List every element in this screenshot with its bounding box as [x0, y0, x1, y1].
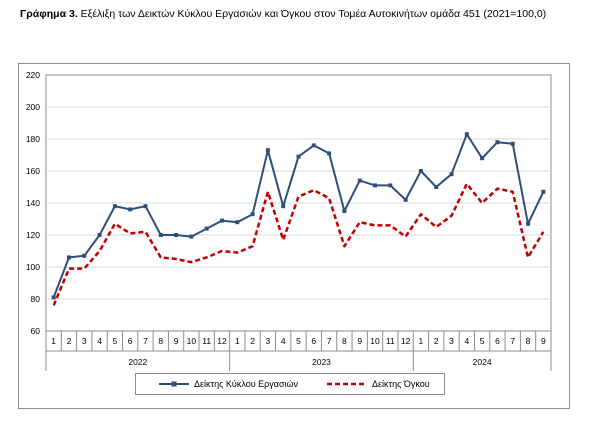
data-point-turnover	[449, 172, 454, 177]
data-point-turnover	[250, 212, 255, 217]
x-tick-label: 1	[419, 336, 424, 346]
year-label: 2024	[473, 357, 492, 367]
data-point-turnover	[480, 156, 485, 161]
data-point-turnover	[327, 151, 332, 156]
data-point-turnover	[112, 204, 117, 209]
chart-legend: Δείκτης Κύκλου Εργασιών Δείκτης Όγκου	[135, 373, 445, 395]
y-tick-label: 180	[26, 134, 40, 144]
x-tick-label: 12	[217, 336, 227, 346]
x-tick-label: 10	[187, 336, 197, 346]
x-tick-label: 8	[342, 336, 347, 346]
year-label: 2022	[128, 357, 147, 367]
data-point-turnover	[143, 204, 148, 209]
data-point-turnover	[174, 233, 179, 237]
legend-label-volume: Δείκτης Όγκου	[372, 379, 430, 389]
x-tick-label: 2	[67, 336, 72, 346]
y-tick-label: 100	[26, 262, 40, 272]
x-tick-label: 6	[495, 336, 500, 346]
x-tick-label: 7	[510, 336, 515, 346]
x-tick-label: 12	[401, 336, 411, 346]
data-point-turnover	[51, 295, 56, 300]
x-tick-label: 10	[370, 336, 380, 346]
legend-item-turnover: Δείκτης Κύκλου Εργασιών	[158, 374, 298, 394]
data-point-turnover	[403, 197, 408, 202]
y-tick-label: 120	[26, 230, 40, 240]
x-tick-label: 5	[296, 336, 301, 346]
y-tick-label: 160	[26, 166, 40, 176]
data-point-turnover	[434, 185, 439, 189]
data-point-turnover	[219, 218, 224, 223]
data-point-turnover	[541, 189, 546, 194]
x-tick-label: 6	[311, 336, 316, 346]
x-tick-label: 8	[158, 336, 163, 346]
data-point-turnover	[464, 132, 469, 137]
x-tick-label: 6	[128, 336, 133, 346]
data-point-turnover	[373, 183, 378, 188]
data-point-turnover	[296, 154, 301, 159]
x-tick-label: 9	[357, 336, 362, 346]
x-tick-label: 3	[82, 336, 87, 346]
series-line-turnover	[52, 133, 545, 298]
data-point-turnover	[158, 233, 163, 237]
x-tick-label: 11	[202, 336, 211, 346]
x-tick-label: 3	[449, 336, 454, 346]
caption-text: Εξέλιξη των Δεικτών Κύκλου Εργασιών και …	[80, 8, 547, 20]
data-point-turnover	[418, 169, 423, 173]
data-point-turnover	[510, 141, 515, 146]
x-tick-label: 4	[97, 336, 102, 346]
x-tick-label: 4	[281, 336, 286, 346]
chart-frame	[18, 63, 570, 409]
y-tick-label: 200	[26, 102, 40, 112]
data-point-turnover	[357, 178, 362, 183]
data-point-turnover	[82, 253, 87, 258]
data-point-turnover	[97, 233, 102, 237]
legend-item-volume: Δείκτης Όγκου	[326, 374, 430, 394]
data-point-turnover	[281, 204, 286, 209]
x-tick-label: 4	[464, 336, 469, 346]
year-label: 2023	[312, 357, 331, 367]
x-tick-label: 2	[250, 336, 255, 346]
data-point-turnover	[311, 143, 316, 148]
data-point-turnover	[189, 234, 194, 239]
data-point-turnover	[204, 226, 209, 231]
x-tick-label: 8	[526, 336, 531, 346]
data-point-turnover	[66, 255, 71, 260]
caption-prefix: Γράφημα 3.	[20, 8, 78, 20]
y-tick-label: 140	[26, 198, 40, 208]
x-tick-label: 9	[174, 336, 179, 346]
x-tick-label: 1	[235, 336, 240, 346]
x-tick-label: 7	[327, 336, 332, 346]
x-tick-label: 1	[51, 336, 56, 346]
x-tick-label: 9	[541, 336, 546, 346]
data-point-turnover	[388, 183, 393, 188]
legend-swatch-volume	[327, 382, 367, 386]
x-tick-label: 2	[434, 336, 439, 346]
legend-swatch-turnover	[159, 381, 189, 387]
data-point-turnover	[342, 209, 347, 213]
x-tick-label: 3	[266, 336, 271, 346]
x-tick-label: 11	[386, 336, 395, 346]
data-point-turnover	[235, 220, 240, 225]
x-tick-label: 7	[143, 336, 148, 346]
data-point-turnover	[265, 148, 270, 153]
data-point-turnover	[495, 140, 500, 145]
series-line-volume	[52, 182, 545, 306]
y-tick-label: 220	[26, 70, 40, 80]
chart-caption: Γράφημα 3. Εξέλιξη των Δεικτών Κύκλου Ερ…	[20, 8, 546, 20]
legend-label-turnover: Δείκτης Κύκλου Εργασιών	[194, 379, 299, 389]
data-point-turnover	[526, 221, 531, 226]
data-point-turnover	[128, 207, 133, 212]
y-tick-label: 60	[31, 326, 41, 336]
y-tick-label: 80	[31, 294, 41, 304]
x-tick-label: 5	[480, 336, 485, 346]
x-tick-label: 5	[112, 336, 117, 346]
